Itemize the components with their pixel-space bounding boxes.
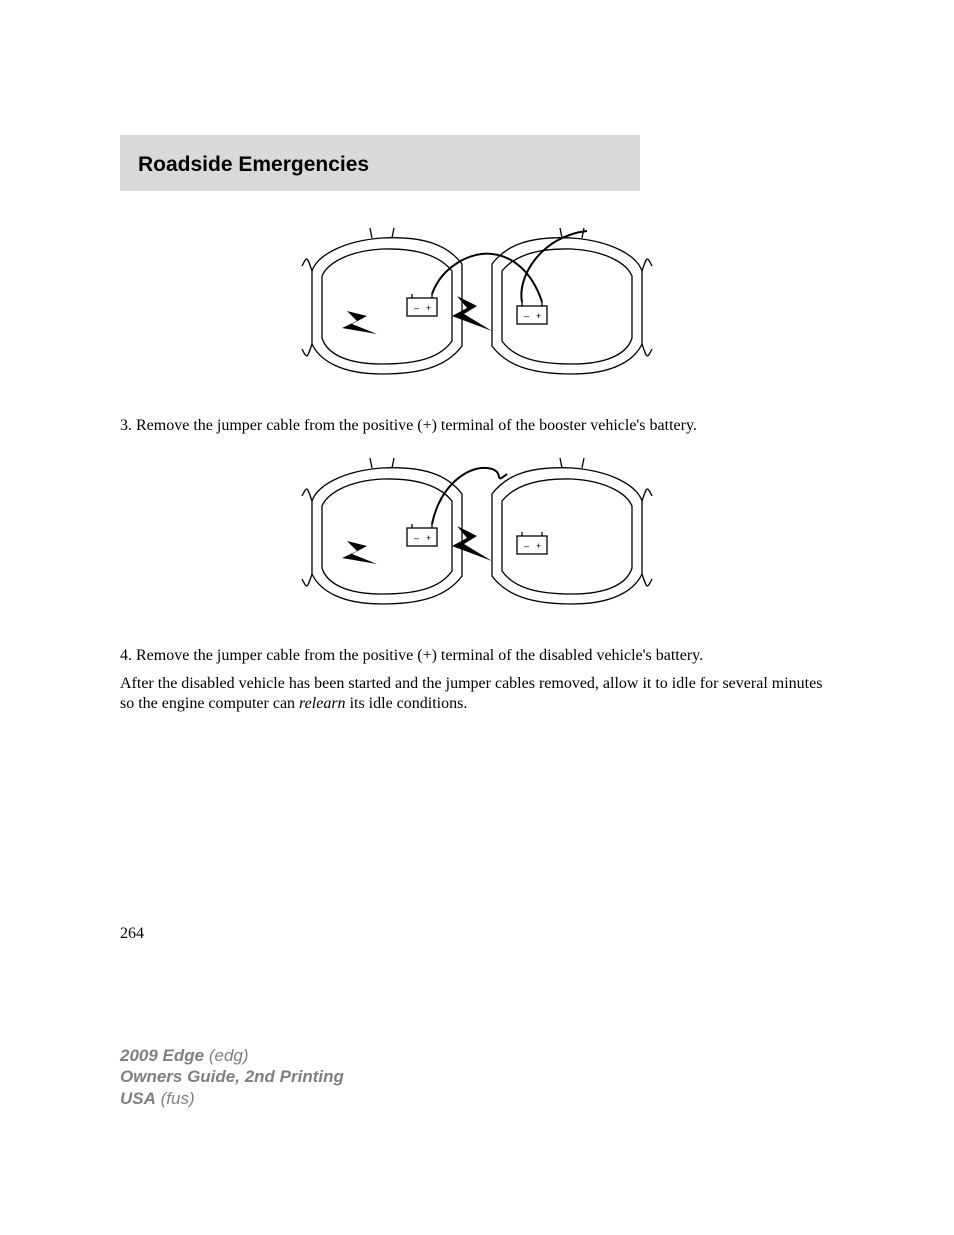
center-spark-icon	[452, 296, 492, 331]
svg-text:+: +	[426, 533, 431, 543]
page-container: Roadside Emergencies	[0, 0, 954, 1235]
footer-line-1: 2009 Edge (edg)	[120, 1045, 344, 1066]
left-spark-icon-2	[342, 541, 377, 564]
jumper-diagram-2: – + – +	[292, 446, 662, 626]
footer-block: 2009 Edge (edg) Owners Guide, 2nd Printi…	[120, 1045, 344, 1109]
svg-text:–: –	[524, 541, 529, 551]
center-spark-icon-2	[452, 526, 492, 561]
right-battery-icon-2: – +	[517, 532, 547, 554]
left-spark-icon	[342, 311, 377, 334]
diagram-step3-wrap: – + – +	[120, 446, 834, 631]
step-4-text: 4. Remove the jumper cable from the posi…	[120, 646, 834, 666]
footer-region-code: (fus)	[156, 1089, 195, 1108]
footer-model: 2009 Edge	[120, 1046, 204, 1065]
svg-text:+: +	[536, 541, 541, 551]
after-text-suffix: its idle conditions.	[346, 695, 468, 712]
left-battery-icon: – +	[407, 294, 437, 316]
after-text-prefix: After the disabled vehicle has been star…	[120, 675, 822, 712]
step-3-text: 3. Remove the jumper cable from the posi…	[120, 416, 834, 436]
page-number: 264	[120, 925, 144, 943]
right-vehicle-hood	[492, 228, 652, 374]
svg-text:+: +	[426, 303, 431, 313]
left-battery-icon-2: – +	[407, 524, 437, 546]
footer-line-3: USA (fus)	[120, 1088, 344, 1109]
left-vehicle-hood	[302, 228, 462, 374]
svg-text:–: –	[524, 311, 529, 321]
section-title: Roadside Emergencies	[138, 153, 622, 177]
jumper-cable-negative	[521, 231, 587, 302]
svg-text:+: +	[536, 311, 541, 321]
right-battery-icon: – +	[517, 302, 547, 324]
footer-region: USA	[120, 1089, 156, 1108]
diagram-step2-wrap: – +	[120, 216, 834, 401]
after-start-paragraph: After the disabled vehicle has been star…	[120, 674, 834, 714]
left-vehicle-hood-2	[302, 458, 462, 604]
jumper-diagram-1: – +	[292, 216, 662, 396]
svg-text:–: –	[414, 533, 419, 543]
jumper-cable-line-2	[432, 468, 507, 524]
after-text-italic: relearn	[299, 695, 346, 712]
right-vehicle-hood-2	[492, 458, 652, 604]
footer-model-code: (edg)	[204, 1046, 248, 1065]
section-header-bar: Roadside Emergencies	[120, 135, 640, 191]
footer-line-2: Owners Guide, 2nd Printing	[120, 1066, 344, 1087]
svg-text:–: –	[414, 303, 419, 313]
